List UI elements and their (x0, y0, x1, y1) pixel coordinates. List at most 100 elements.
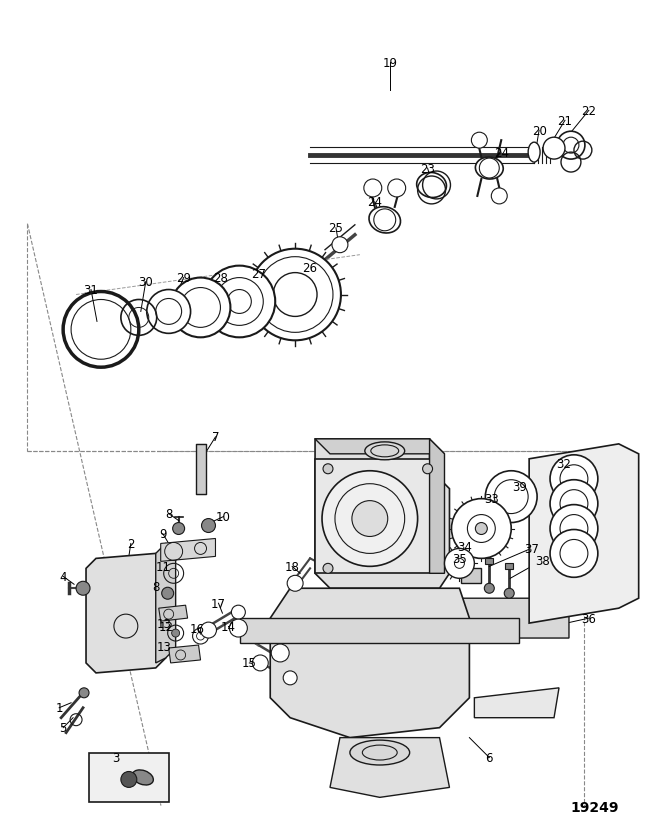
Circle shape (252, 655, 268, 671)
Text: 17: 17 (211, 597, 226, 610)
Bar (315, 460, 430, 574)
Polygon shape (330, 738, 449, 797)
Text: 35: 35 (452, 552, 467, 566)
Circle shape (76, 581, 90, 595)
Text: 9: 9 (159, 527, 167, 541)
Text: 36: 36 (581, 612, 596, 625)
Circle shape (203, 267, 275, 338)
Polygon shape (529, 445, 639, 623)
Text: 16: 16 (190, 622, 205, 635)
Ellipse shape (132, 770, 153, 785)
Circle shape (283, 671, 297, 685)
Circle shape (388, 180, 405, 198)
Circle shape (364, 180, 382, 198)
Ellipse shape (369, 207, 400, 233)
Circle shape (491, 189, 508, 205)
Circle shape (146, 290, 190, 334)
Polygon shape (315, 440, 449, 589)
Text: 12: 12 (158, 620, 173, 633)
Circle shape (472, 133, 487, 149)
Ellipse shape (350, 740, 409, 765)
Circle shape (422, 465, 432, 474)
Text: 3: 3 (112, 751, 120, 764)
Circle shape (201, 623, 216, 638)
Polygon shape (474, 688, 559, 718)
Circle shape (332, 238, 348, 253)
Polygon shape (315, 440, 445, 455)
Circle shape (352, 501, 388, 537)
Circle shape (171, 278, 230, 338)
Text: 21: 21 (557, 114, 572, 128)
Polygon shape (159, 605, 188, 621)
Circle shape (550, 530, 598, 578)
Polygon shape (169, 645, 201, 663)
Text: 24: 24 (368, 196, 383, 209)
Bar (506, 564, 513, 570)
Polygon shape (270, 589, 470, 738)
Circle shape (230, 619, 247, 638)
Circle shape (550, 480, 598, 528)
Text: 30: 30 (139, 276, 153, 289)
Polygon shape (161, 539, 215, 561)
Text: 33: 33 (484, 493, 498, 506)
Text: 34: 34 (457, 541, 472, 553)
Text: 13: 13 (156, 617, 171, 630)
Text: 6: 6 (485, 751, 493, 764)
Circle shape (171, 629, 180, 638)
Text: 8: 8 (152, 580, 160, 593)
Circle shape (550, 505, 598, 553)
Text: 32: 32 (557, 458, 572, 470)
Circle shape (79, 688, 89, 698)
Text: 25: 25 (328, 222, 343, 235)
Bar (196, 445, 205, 494)
Text: 29: 29 (176, 272, 191, 285)
Ellipse shape (475, 158, 503, 180)
Polygon shape (86, 554, 165, 673)
Circle shape (485, 584, 494, 594)
Text: 18: 18 (284, 561, 300, 573)
Text: 19: 19 (382, 57, 397, 70)
Text: 24: 24 (494, 147, 509, 160)
Polygon shape (390, 599, 569, 638)
Polygon shape (156, 544, 176, 663)
Circle shape (162, 588, 174, 599)
Text: 13: 13 (156, 640, 171, 652)
Text: 31: 31 (84, 284, 99, 296)
Circle shape (287, 575, 303, 591)
Text: 38: 38 (535, 554, 549, 567)
Bar (462, 569, 481, 584)
Circle shape (485, 471, 537, 523)
Text: 7: 7 (212, 431, 219, 444)
Text: 22: 22 (581, 104, 596, 118)
Ellipse shape (528, 143, 540, 163)
Text: 20: 20 (532, 124, 547, 137)
Text: 28: 28 (213, 272, 228, 285)
Text: 8: 8 (165, 508, 173, 521)
Text: 14: 14 (221, 620, 236, 633)
Circle shape (323, 564, 333, 574)
Polygon shape (430, 440, 445, 574)
Circle shape (201, 519, 215, 533)
Circle shape (121, 772, 137, 787)
Text: 39: 39 (511, 480, 526, 493)
Text: 4: 4 (60, 570, 67, 583)
Text: 37: 37 (524, 542, 538, 556)
Text: 1: 1 (56, 701, 63, 715)
Text: 11: 11 (155, 561, 170, 573)
Circle shape (451, 499, 511, 559)
Circle shape (557, 132, 585, 160)
Circle shape (543, 138, 565, 160)
Circle shape (173, 523, 184, 535)
Text: 15: 15 (242, 657, 257, 670)
Circle shape (322, 471, 418, 566)
Circle shape (550, 455, 598, 503)
Text: 23: 23 (420, 162, 435, 176)
Ellipse shape (365, 442, 405, 460)
Text: 5: 5 (60, 721, 67, 734)
Circle shape (271, 644, 289, 662)
Text: 2: 2 (127, 537, 135, 551)
Polygon shape (241, 619, 519, 643)
Ellipse shape (417, 173, 447, 198)
Text: 27: 27 (250, 267, 266, 281)
Text: 26: 26 (303, 262, 318, 275)
